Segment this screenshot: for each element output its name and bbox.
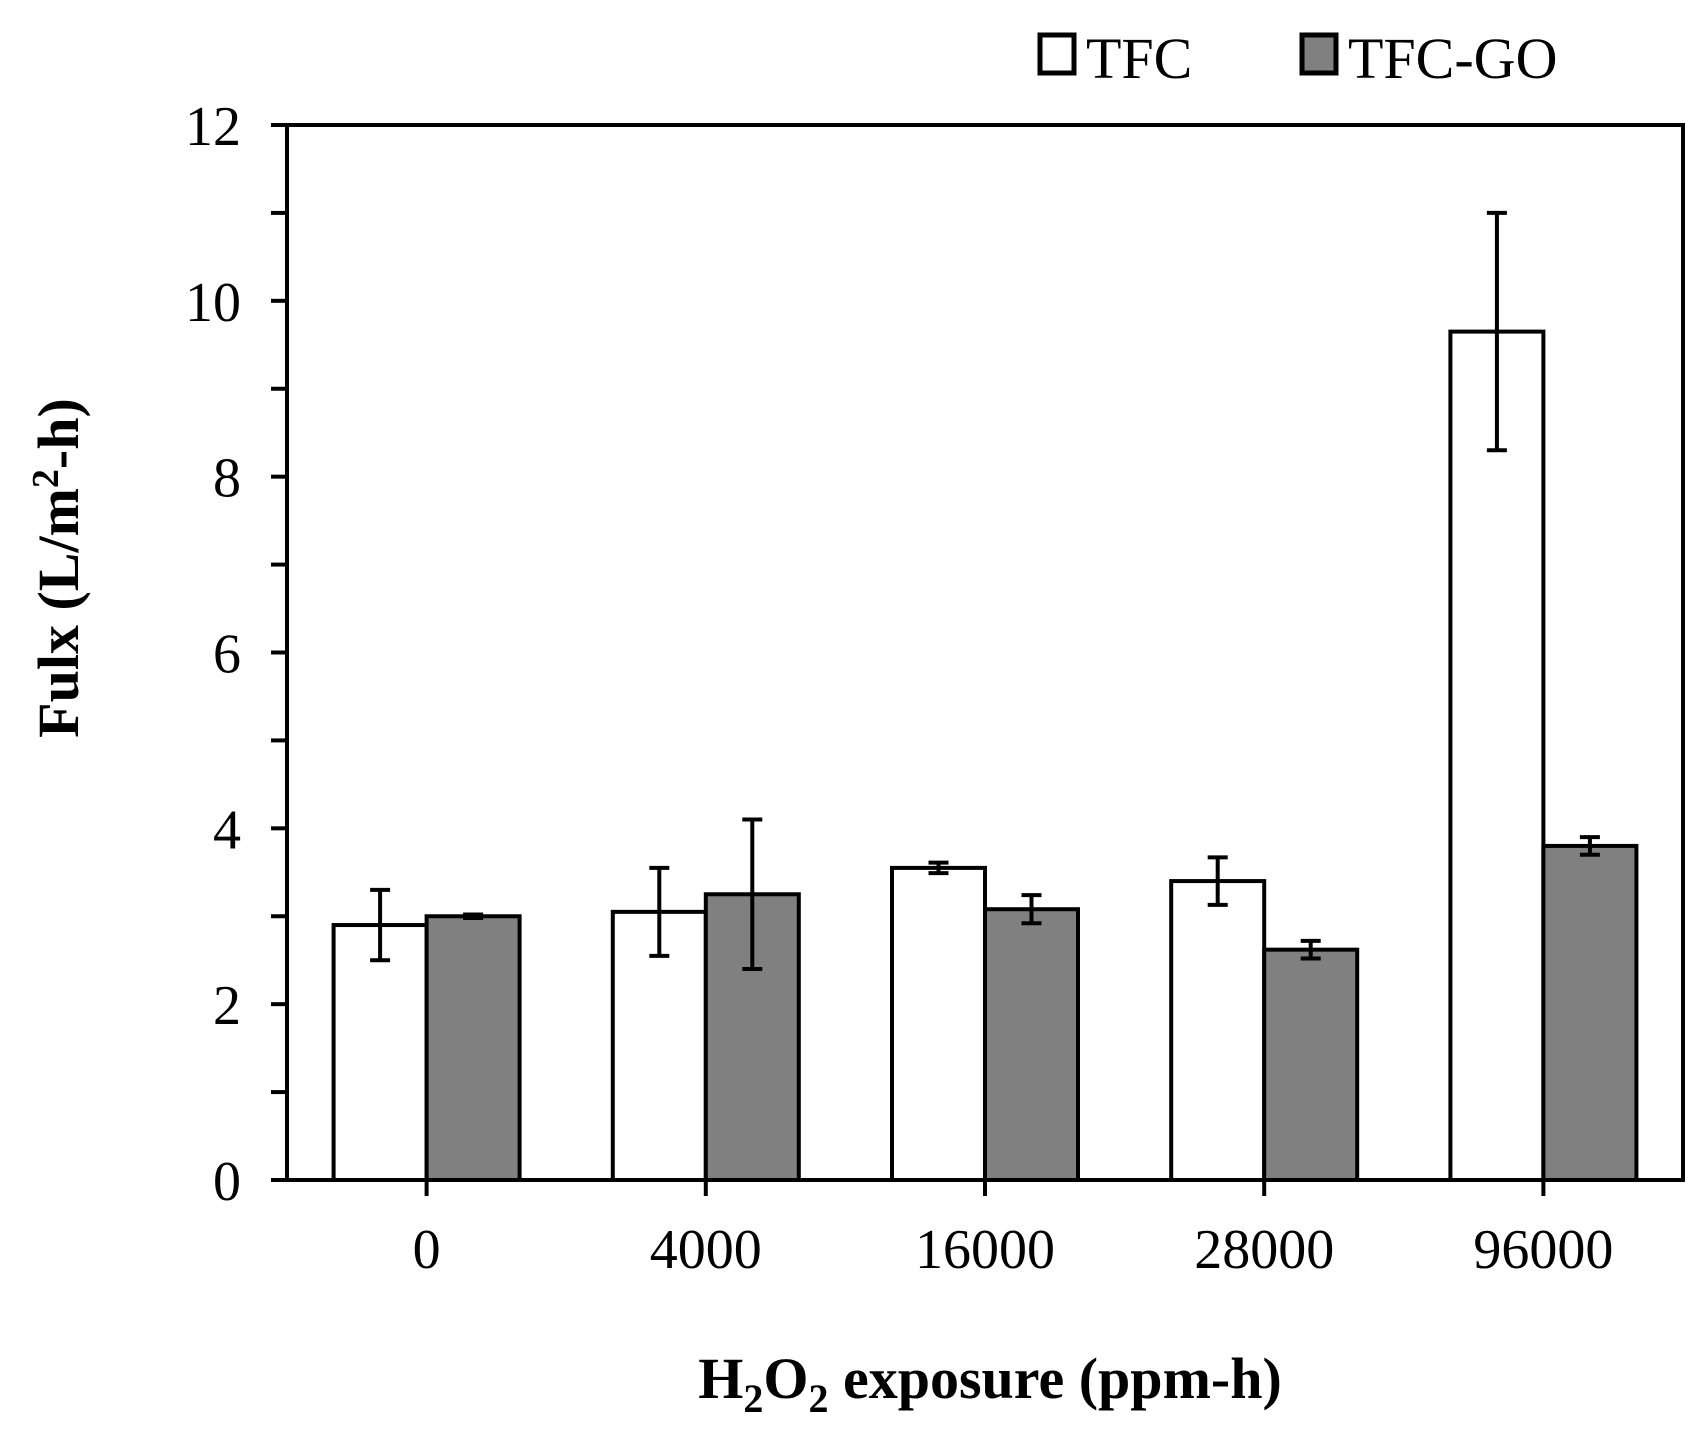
x-axis-title: H2O2 exposure (ppm-h): [698, 1346, 1282, 1421]
legend-swatch-tfc: [1037, 32, 1077, 76]
y-tick-label-10: 10: [185, 272, 241, 334]
y-tick-label-6: 6: [213, 624, 241, 686]
y-axis-title: Fulx (L/m2-h): [25, 398, 91, 738]
bar-tfc-go-96000: [1541, 843, 1639, 1183]
y-tick-label-4: 4: [213, 799, 241, 861]
bar-tfc-28000: [1169, 879, 1267, 1182]
x-tick-label-16000: 16000: [915, 1219, 1055, 1281]
error-bar-tfc-go-4000: [742, 817, 763, 971]
error-bars: [370, 210, 1600, 971]
y-axis-ticks: 0 2 4 6 8 10 12: [185, 96, 287, 1213]
x-tick-label-4000: 4000: [650, 1219, 762, 1281]
x-tick-label-96000: 96000: [1473, 1219, 1613, 1281]
y-tick-label-2: 2: [213, 975, 241, 1037]
bar-tfc-0: [331, 923, 429, 1183]
error-bar-tfc-go-0: [463, 912, 484, 921]
x-tick-label-28000: 28000: [1194, 1219, 1334, 1281]
legend-label-tfc: TFC: [1086, 26, 1192, 91]
legend-label-tfc-go: TFC-GO: [1348, 26, 1557, 91]
error-bar-tfc-0: [370, 887, 391, 963]
y-tick-label-0: 0: [213, 1151, 241, 1213]
error-bar-tfc-96000: [1486, 210, 1507, 453]
y-tick-label-12: 12: [185, 96, 241, 158]
bar-tfc-16000: [890, 865, 987, 1182]
legend-swatch-tfc-go: [1299, 32, 1339, 76]
x-tick-label-0: 0: [413, 1219, 441, 1281]
legend: TFC TFC-GO: [1037, 26, 1557, 91]
bar-tfc-96000: [1448, 329, 1546, 1182]
error-bar-tfc-4000: [649, 865, 670, 958]
bar-tfc-go-0: [424, 914, 522, 1182]
error-bar-tfc-go-16000: [1021, 893, 1042, 926]
error-bar-tfc-16000: [928, 860, 949, 876]
bar-tfc-go-16000: [983, 907, 1080, 1182]
y-tick-label-8: 8: [213, 448, 241, 510]
error-bar-tfc-28000: [1207, 855, 1228, 907]
bars: [331, 329, 1639, 1183]
bar-tfc-go-28000: [1262, 947, 1360, 1182]
error-bar-tfc-go-28000: [1300, 938, 1321, 961]
x-axis-ticks: 0 4000 16000 28000 96000: [413, 1180, 1613, 1281]
error-bar-tfc-go-96000: [1579, 835, 1600, 857]
